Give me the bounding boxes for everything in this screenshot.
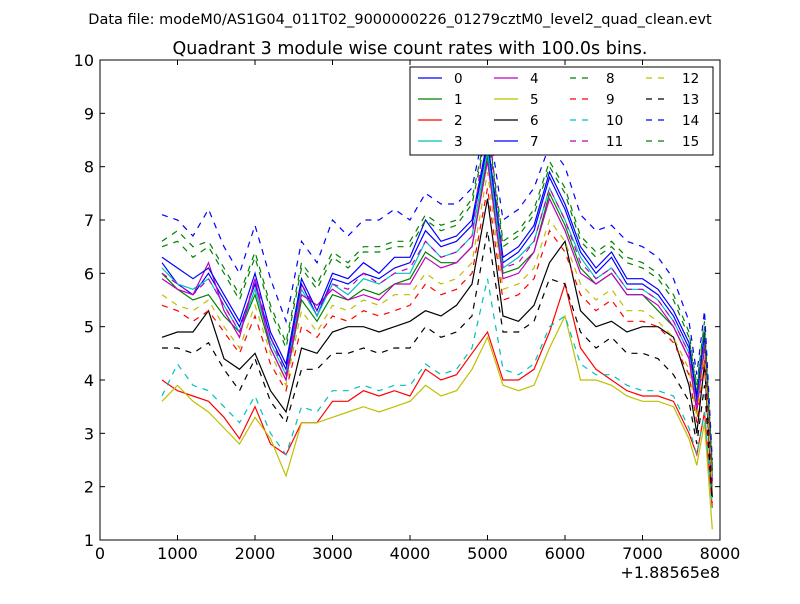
x-tick-label: 5000 bbox=[467, 544, 508, 563]
legend-box bbox=[409, 66, 714, 156]
series-line-14 bbox=[161, 113, 713, 461]
x-tick-label: 2000 bbox=[235, 544, 276, 563]
series-line-12 bbox=[161, 171, 713, 487]
series-line-7 bbox=[161, 139, 713, 471]
y-tick-label: 6 bbox=[84, 264, 94, 283]
x-tick-label: 7000 bbox=[622, 544, 663, 563]
legend-label-3: 3 bbox=[454, 134, 463, 150]
y-tick-label: 2 bbox=[84, 478, 94, 497]
legend-label-15: 15 bbox=[682, 134, 699, 150]
legend-label-7: 7 bbox=[530, 134, 539, 150]
axis-layer: 0 1000 2000 3000 4000 5000 6000 7000 80001234567… bbox=[74, 51, 741, 563]
series-line-4 bbox=[161, 161, 713, 487]
chart-title: Quadrant 3 module wise count rates with … bbox=[173, 39, 648, 59]
legend-label-5: 5 bbox=[530, 92, 539, 108]
legend-label-2: 2 bbox=[454, 113, 463, 129]
series-layer bbox=[161, 107, 713, 530]
legend-label-11: 11 bbox=[606, 134, 623, 150]
series-line-11 bbox=[161, 107, 713, 482]
series-line-6 bbox=[161, 198, 713, 498]
series-line-5 bbox=[161, 314, 713, 530]
y-tick-label: 9 bbox=[84, 104, 94, 123]
legend-label-12: 12 bbox=[682, 71, 699, 87]
y-tick-label: 1 bbox=[84, 531, 94, 550]
x-tick-label: 1000 bbox=[157, 544, 198, 563]
series-line-15 bbox=[161, 129, 713, 471]
y-tick-label: 4 bbox=[84, 371, 94, 390]
y-tick-label: 5 bbox=[84, 318, 94, 337]
x-tick-label: 3000 bbox=[312, 544, 353, 563]
legend-label-4: 4 bbox=[530, 71, 539, 87]
legend-label-9: 9 bbox=[606, 92, 615, 108]
y-tick-label: 3 bbox=[84, 424, 94, 443]
data-file-label: Data file: modeM0/AS1G04_011T02_90000002… bbox=[88, 12, 712, 28]
series-line-8 bbox=[161, 123, 713, 466]
legend-label-0: 0 bbox=[454, 71, 463, 87]
legend-label-10: 10 bbox=[606, 113, 623, 129]
x-tick-label: 0 bbox=[95, 544, 105, 563]
y-tick-label: 7 bbox=[84, 211, 94, 230]
legend-label-14: 14 bbox=[682, 113, 699, 129]
legend-label-1: 1 bbox=[454, 92, 463, 108]
legend-label-8: 8 bbox=[606, 71, 615, 87]
series-line-9 bbox=[161, 187, 713, 493]
series-line-2 bbox=[161, 281, 713, 509]
x-tick-label: 8000 bbox=[700, 544, 741, 563]
legend-label-13: 13 bbox=[682, 92, 699, 108]
x-tick-label: 6000 bbox=[545, 544, 586, 563]
series-line-10 bbox=[161, 278, 713, 509]
y-tick-label: 8 bbox=[84, 158, 94, 177]
legend-label-6: 6 bbox=[530, 113, 539, 129]
y-tick-label: 10 bbox=[74, 51, 94, 70]
x-offset-label: +1.88565e8 bbox=[620, 563, 720, 582]
x-tick-label: 4000 bbox=[390, 544, 431, 563]
